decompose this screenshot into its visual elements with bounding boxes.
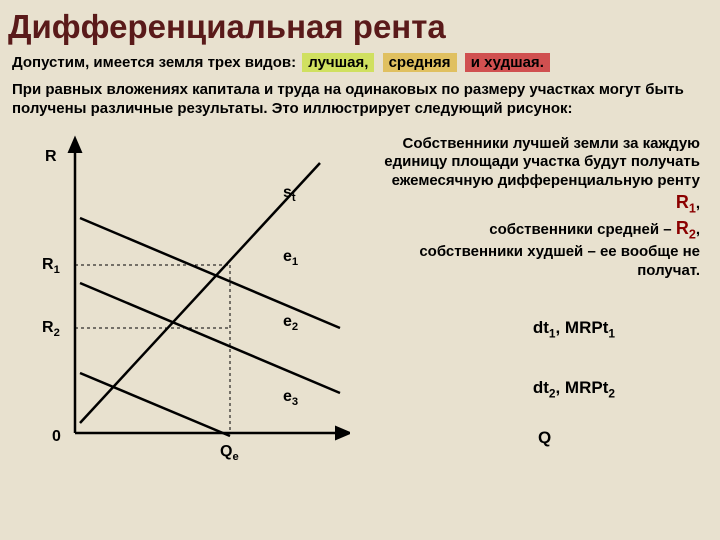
intro-line: Допустим, имеется земля трех видов: лучш… [0,52,720,75]
description: При равных вложениях капитала и труда на… [0,75,720,123]
label-zero: 0 [52,428,61,446]
label-e2: e2 [283,313,298,333]
label-R1: R1 [42,256,60,276]
label-R2: R2 [42,319,60,339]
r2-label: R2 [676,218,696,238]
right-explanation: Собственники лучшей земли за каждую един… [370,135,700,281]
formula-dt1: dt1, MRPt1 [533,318,615,340]
page-title: Дифференциальная рента [0,0,720,52]
demand-line-1 [80,218,340,328]
main-area: R R1 R2 0 Qe st e1 e2 e3 Собственники лу… [0,123,720,493]
formula-dt2: dt2, MRPt2 [533,378,615,400]
chart-svg [30,133,350,463]
label-e3: e3 [283,388,298,408]
highlight-worst: и худшая. [465,53,550,72]
highlight-mid: средняя [383,53,457,72]
label-Q: Q [538,428,551,448]
highlight-best: лучшая, [302,53,374,72]
right-line2: собственники средней – [489,221,676,238]
label-Qe: Qe [220,443,239,463]
demand-line-2 [80,283,340,393]
demand-line-3 [80,373,230,436]
r1-label: R1 [676,192,696,212]
label-e1: e1 [283,248,298,268]
right-line1: Собственники лучшей земли за каждую един… [384,135,700,190]
label-st: st [283,184,296,204]
label-R: R [45,148,57,166]
rent-chart: R R1 R2 0 Qe st e1 e2 e3 [30,133,350,463]
intro-prefix: Допустим, имеется земля трех видов: [12,54,296,71]
right-line3: собственники худшей – ее вообще не получ… [419,243,700,279]
